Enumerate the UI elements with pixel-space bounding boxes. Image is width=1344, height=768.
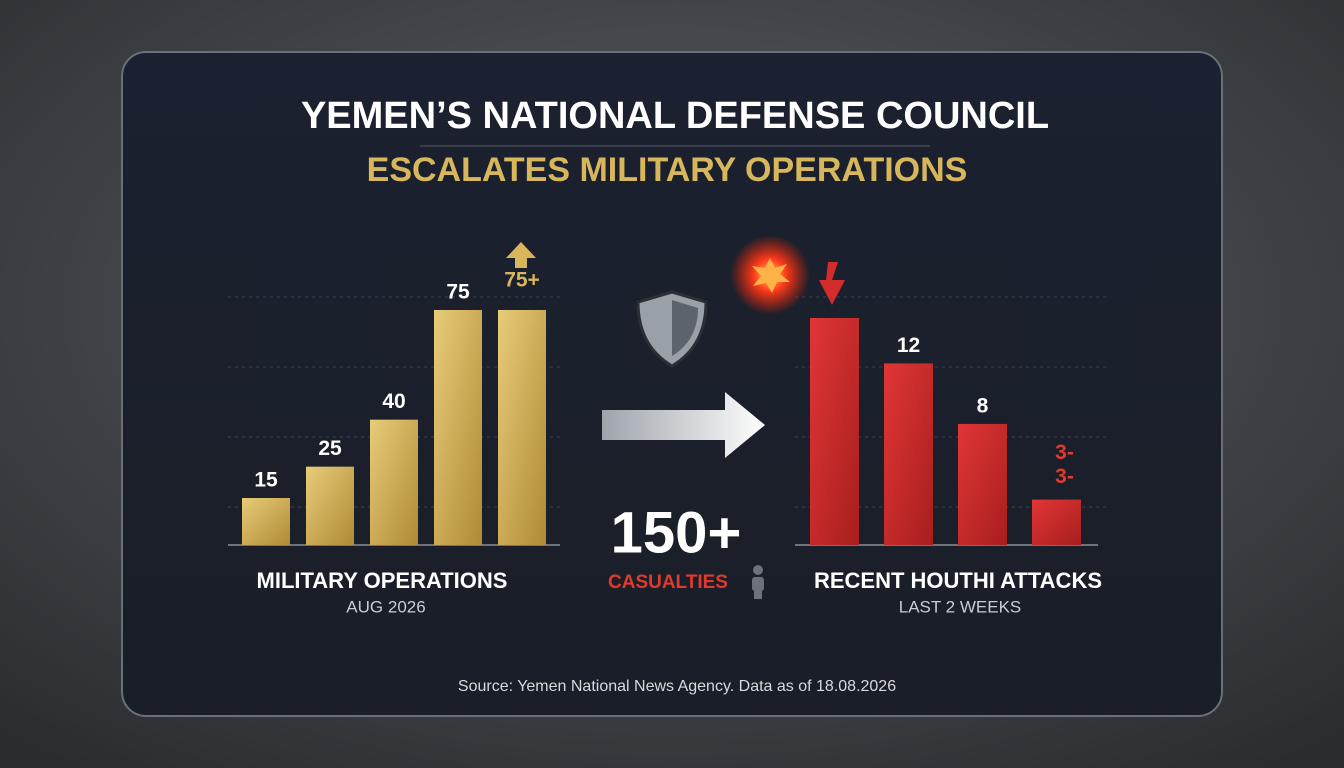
subtitle: ESCALATES MILITARY OPERATIONS: [367, 151, 968, 189]
bar: [884, 363, 933, 545]
panel: [121, 51, 1223, 717]
value-label: 8: [977, 394, 989, 417]
value-label: 75: [446, 281, 470, 304]
value-label: 12: [897, 334, 920, 357]
bar: [1032, 499, 1081, 545]
person-icon: [752, 565, 764, 599]
chart-subtitle: LAST 2 WEEKS: [899, 597, 1022, 616]
bar: [498, 310, 546, 545]
casualties-value: 150+: [611, 500, 742, 565]
chart-subtitle: AUG 2026: [346, 597, 425, 616]
casualties-label: CASUALTIES: [608, 572, 728, 593]
chart-title: RECENT HOUTHI ATTACKS: [814, 568, 1102, 593]
value-label: 15: [254, 469, 278, 492]
title: YEMEN’S NATIONAL DEFENSE COUNCIL: [301, 95, 1049, 137]
value-label: 25: [318, 437, 342, 460]
value-label: 3-: [1055, 465, 1074, 488]
bar: [958, 423, 1007, 545]
up-arrow: [506, 242, 536, 268]
center-arrow: [602, 392, 765, 458]
value-label: 75+: [504, 269, 540, 292]
bar: [306, 466, 354, 545]
value-label: 3-: [1055, 441, 1074, 464]
explosion-core: [752, 258, 790, 293]
shield-shade: [672, 300, 698, 356]
down-arrow: [819, 262, 845, 305]
bar: [434, 310, 482, 545]
bar: [370, 419, 418, 545]
bar: [242, 498, 290, 545]
source: Source: Yemen National News Agency. Data…: [458, 678, 896, 695]
chart-title: MILITARY OPERATIONS: [257, 568, 508, 593]
bar: [810, 318, 859, 545]
value-label: 40: [382, 390, 405, 413]
